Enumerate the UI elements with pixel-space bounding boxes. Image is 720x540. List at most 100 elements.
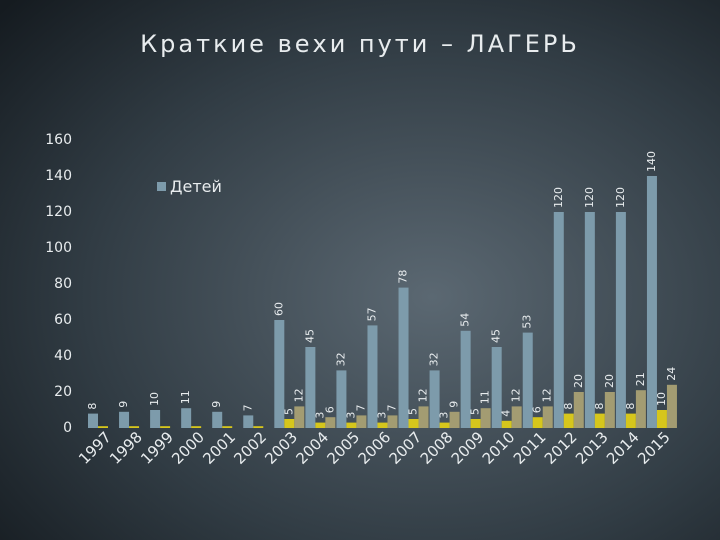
bar bbox=[222, 426, 233, 428]
bar bbox=[666, 384, 677, 428]
bar bbox=[191, 426, 202, 428]
bar bbox=[336, 370, 347, 428]
bar bbox=[429, 370, 440, 428]
value-label: 20 bbox=[572, 374, 585, 388]
y-tick-label: 60 bbox=[54, 312, 72, 328]
value-label: 12 bbox=[541, 388, 554, 402]
value-label: 5 bbox=[282, 408, 295, 415]
bar bbox=[387, 415, 398, 428]
value-label: 3 bbox=[344, 412, 357, 419]
y-tick-label: 140 bbox=[45, 168, 72, 184]
value-label: 7 bbox=[354, 404, 367, 411]
value-label: 21 bbox=[634, 372, 647, 386]
bar bbox=[594, 413, 605, 428]
bar bbox=[367, 325, 378, 428]
value-label: 3 bbox=[438, 412, 451, 419]
value-label: 120 bbox=[614, 187, 627, 208]
value-label: 6 bbox=[531, 406, 544, 413]
value-label: 9 bbox=[210, 401, 223, 408]
value-label: 6 bbox=[323, 406, 336, 413]
value-label: 140 bbox=[645, 151, 658, 172]
value-label: 12 bbox=[510, 388, 523, 402]
bar bbox=[439, 422, 450, 428]
bar bbox=[408, 419, 419, 428]
value-label: 10 bbox=[655, 392, 668, 406]
y-tick-label: 20 bbox=[54, 384, 72, 400]
bar bbox=[160, 426, 171, 428]
bar bbox=[315, 422, 326, 428]
value-label: 9 bbox=[448, 401, 461, 408]
value-label: 9 bbox=[117, 401, 130, 408]
bar bbox=[119, 411, 130, 428]
legend-label: Детей bbox=[170, 177, 222, 196]
bar bbox=[470, 419, 481, 428]
value-label: 20 bbox=[603, 374, 616, 388]
bar bbox=[553, 212, 564, 428]
y-tick-label: 40 bbox=[54, 348, 72, 364]
value-label: 78 bbox=[397, 270, 410, 284]
y-tick-label: 160 bbox=[45, 132, 72, 148]
bar bbox=[356, 415, 367, 428]
bar bbox=[346, 422, 357, 428]
value-label: 60 bbox=[272, 302, 285, 316]
value-label: 45 bbox=[490, 329, 503, 343]
bar bbox=[253, 426, 264, 428]
value-label: 8 bbox=[562, 403, 575, 410]
value-label: 4 bbox=[500, 410, 513, 417]
bar bbox=[625, 413, 636, 428]
bar bbox=[656, 410, 667, 428]
value-label: 32 bbox=[334, 352, 347, 366]
bar bbox=[532, 417, 543, 428]
y-tick-label: 100 bbox=[45, 240, 72, 256]
bar bbox=[418, 406, 429, 428]
value-label: 8 bbox=[624, 403, 637, 410]
bar bbox=[563, 413, 574, 428]
value-label: 12 bbox=[417, 388, 430, 402]
bar bbox=[522, 332, 533, 428]
bar bbox=[584, 212, 595, 428]
value-label: 7 bbox=[241, 404, 254, 411]
bar bbox=[501, 420, 512, 428]
value-label: 3 bbox=[375, 412, 388, 419]
y-tick-label: 80 bbox=[54, 276, 72, 292]
bar bbox=[274, 320, 285, 428]
bar bbox=[480, 408, 491, 428]
bar bbox=[615, 212, 626, 428]
value-label: 120 bbox=[583, 187, 596, 208]
bar bbox=[88, 413, 98, 428]
bar bbox=[635, 390, 646, 428]
value-label: 57 bbox=[365, 307, 378, 321]
bar bbox=[284, 419, 295, 428]
value-label: 32 bbox=[428, 352, 441, 366]
value-label: 5 bbox=[407, 408, 420, 415]
bar bbox=[181, 408, 192, 428]
bar bbox=[305, 347, 316, 428]
bar bbox=[542, 406, 553, 428]
value-label: 45 bbox=[303, 329, 316, 343]
bar bbox=[491, 347, 502, 428]
bar bbox=[150, 410, 161, 428]
bar bbox=[294, 406, 305, 428]
value-label: 11 bbox=[179, 390, 192, 404]
value-label: 3 bbox=[313, 412, 326, 419]
value-label: 120 bbox=[552, 187, 565, 208]
value-label: 11 bbox=[479, 390, 492, 404]
value-label: 54 bbox=[459, 313, 472, 327]
value-label: 12 bbox=[292, 388, 305, 402]
value-label: 8 bbox=[593, 403, 606, 410]
bar bbox=[511, 406, 522, 428]
bar bbox=[449, 411, 460, 428]
chart-title: Краткие вехи пути – ЛАГЕРЬ bbox=[140, 30, 580, 58]
bar bbox=[377, 422, 388, 428]
bar bbox=[398, 287, 409, 428]
value-label: 7 bbox=[385, 404, 398, 411]
value-label: 24 bbox=[665, 367, 678, 381]
bar bbox=[243, 415, 254, 428]
value-label: 53 bbox=[521, 315, 534, 329]
y-tick-label: 0 bbox=[63, 420, 72, 436]
bar bbox=[573, 392, 584, 428]
bar bbox=[325, 417, 336, 428]
y-tick-label: 120 bbox=[45, 204, 72, 220]
